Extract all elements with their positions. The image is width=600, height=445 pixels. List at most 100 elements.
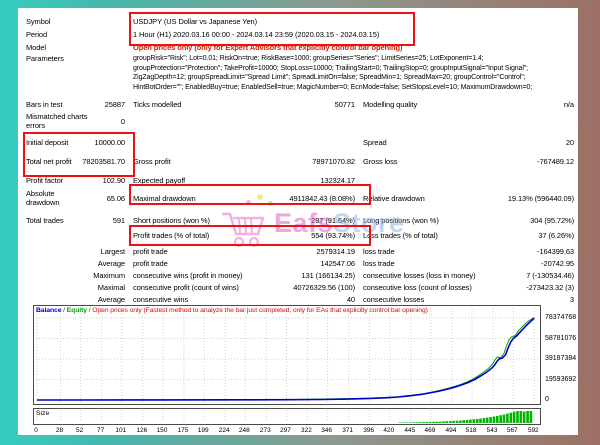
stat-value: -767489.12 (537, 156, 574, 166)
stat-label: Absolute drawdown (26, 189, 60, 207)
x-tick-label: 543 (486, 427, 498, 434)
stat-label: Maximal (97, 282, 125, 292)
balance-chart: Balance / Equity / Open prices only (Fas… (33, 305, 541, 405)
symbol-row: Symbol USDJPY (US Dollar vs Japanese Yen… (18, 15, 578, 28)
stat-value: 40 (346, 294, 355, 304)
net-profit-row: Total net profit 78203581.70 Gross profit… (18, 150, 578, 172)
stat-label: Average (97, 258, 125, 268)
period-row: Period 1 Hour (H1) 2020.03.16 00:00 - 20… (18, 28, 578, 41)
symbol-value: USDJPY (US Dollar vs Japanese Yen) (133, 17, 258, 26)
x-tick-label: 224 (218, 427, 230, 434)
stat-label: consecutive wins (profit in money) (133, 270, 243, 280)
stat-label: consecutive profit (count of wins) (133, 282, 239, 292)
strategy-tester-report: Symbol USDJPY (US Dollar vs Japanese Yen… (18, 8, 578, 435)
x-tick-label: 77 (97, 427, 105, 434)
maximum-consecutive-row: Maximum consecutive wins (profit in mone… (18, 269, 578, 281)
x-axis-labels: 0 28 52 77 101 126 150 175 199 224 248 273 297 322 346… (33, 427, 541, 436)
total-trades-row: Total trades 591 Short positions (won %) 2… (18, 213, 578, 228)
size-label: Size (36, 410, 50, 417)
stat-label: Total net profit (26, 156, 72, 166)
largest-row: Largest profit trade 2579314.19 loss trad… (18, 245, 578, 257)
stat-label: Profit factor (26, 176, 64, 185)
stat-label: Modelling quality (363, 100, 418, 109)
bars-row: Bars in test 25887 Ticks modelled 50771 Mo… (18, 98, 578, 111)
x-tick-label: 248 (238, 427, 250, 434)
x-tick-label: 322 (301, 427, 312, 434)
profit-trades-row: Profit trades (% of total) 554 (93.74%) L… (18, 228, 578, 243)
stat-label: Total trades (26, 216, 64, 225)
stat-value: 3 (569, 294, 574, 304)
model-value: Open prices only (only for Expert Adviso… (133, 43, 403, 52)
stat-label: profit trade (133, 246, 168, 256)
period-label: Period (26, 30, 48, 39)
x-tick-label: 371 (342, 427, 354, 434)
size-histogram (36, 410, 535, 423)
stat-label: Loss trades (% of total) (363, 231, 438, 240)
stat-value: 37 (6.26%) (538, 231, 574, 240)
stat-label: Initial deposit (26, 138, 69, 147)
report-stats-table: Symbol USDJPY (US Dollar vs Japanese Yen… (18, 8, 578, 305)
parameters-value: groupRisk="Risk"; Lot=0.01; RiskOn=true;… (133, 55, 533, 91)
stat-label: Relative drawdown (363, 193, 425, 203)
stat-label: Expected payoff (133, 176, 186, 185)
stat-label: Gross profit (133, 156, 171, 166)
stat-label: Gross loss (363, 156, 398, 166)
parameters-label: Parameters (26, 54, 64, 63)
x-tick-label: 28 (55, 427, 64, 434)
stat-value: 132324.17 (320, 176, 355, 185)
stat-value: 40726329.56 (100) (293, 282, 355, 292)
stat-value: -273423.32 (3) (526, 282, 574, 292)
size-chart: Size (33, 408, 541, 425)
x-tick-label: 420 (383, 427, 395, 434)
stat-label: Bars in test (26, 100, 63, 109)
stat-value: 7 (-130534.46) (526, 270, 574, 280)
stat-label: Short positions (won %) (133, 216, 210, 225)
x-tick-label: 273 (259, 427, 271, 434)
x-tick-label: 150 (156, 427, 168, 434)
stat-value: n/a (563, 100, 574, 109)
stat-value: 287 (91.64%) (311, 216, 355, 225)
stat-value: 20 (565, 138, 574, 147)
legend-note: Open prices only (Fastest method to anal… (92, 307, 428, 314)
stat-value: -164399.63 (537, 246, 574, 256)
x-tick-label: 126 (136, 427, 148, 434)
stat-value: 142547.06 (320, 258, 355, 268)
y-tick-label: 0 (545, 396, 549, 403)
x-tick-label: 175 (177, 427, 189, 434)
y-tick-label: 19593692 (545, 375, 577, 383)
stat-label: Long positions (won %) (363, 216, 439, 225)
stat-label: consecutive losses (363, 294, 425, 304)
x-tick-label: 101 (115, 427, 127, 434)
total-net-profit-value: 78203581.70 (82, 156, 125, 166)
stat-label: consecutive losses (loss in money) (363, 270, 476, 280)
profit-factor-row: Profit factor 102.90 Expected payoff 13232… (18, 174, 578, 187)
stat-label: Profit trades (% of total) (133, 231, 210, 240)
stat-label: profit trade (133, 258, 168, 268)
stat-value: 304 (95.72%) (530, 216, 574, 225)
x-tick-label: 297 (280, 427, 291, 434)
initial-deposit-row: Initial deposit 10000.00 Spread 20 (18, 135, 578, 150)
stat-label: Maximum (93, 270, 125, 280)
stat-value: -20742.95 (541, 258, 574, 268)
legend-balance: Balance (36, 307, 62, 314)
stat-value: 78971070.82 (312, 156, 355, 166)
stat-value: 19.13% (596440.09) (507, 193, 574, 203)
stat-value: 50771 (334, 100, 355, 109)
x-tick-label: 445 (404, 427, 416, 434)
stat-value: 131 (166134.25) (301, 270, 355, 280)
chart-legend: Balance / Equity / Open prices only (Fas… (36, 307, 428, 314)
average-consecutive-row: Average consecutive wins 40 consecutive l… (18, 293, 578, 305)
x-tick-label: 494 (445, 427, 457, 434)
symbol-label: Symbol (26, 17, 51, 26)
stat-label: Average (97, 294, 125, 304)
parameters-row: Parameters groupRisk="Risk"; Lot=0.01; R… (18, 54, 578, 92)
y-tick-label: 58781076 (545, 334, 577, 342)
x-tick-label: 199 (197, 427, 209, 434)
stat-value: 102.90 (102, 176, 125, 185)
stat-label: loss trade (363, 246, 395, 256)
legend-equity: Equity (66, 307, 87, 314)
period-value: 1 Hour (H1) 2020.03.16 00:00 - 2024.03.1… (133, 30, 380, 39)
x-tick-label: 469 (424, 427, 436, 434)
drawdown-row: Absolute drawdown 65.06 Maximal drawdown 4… (18, 187, 578, 209)
